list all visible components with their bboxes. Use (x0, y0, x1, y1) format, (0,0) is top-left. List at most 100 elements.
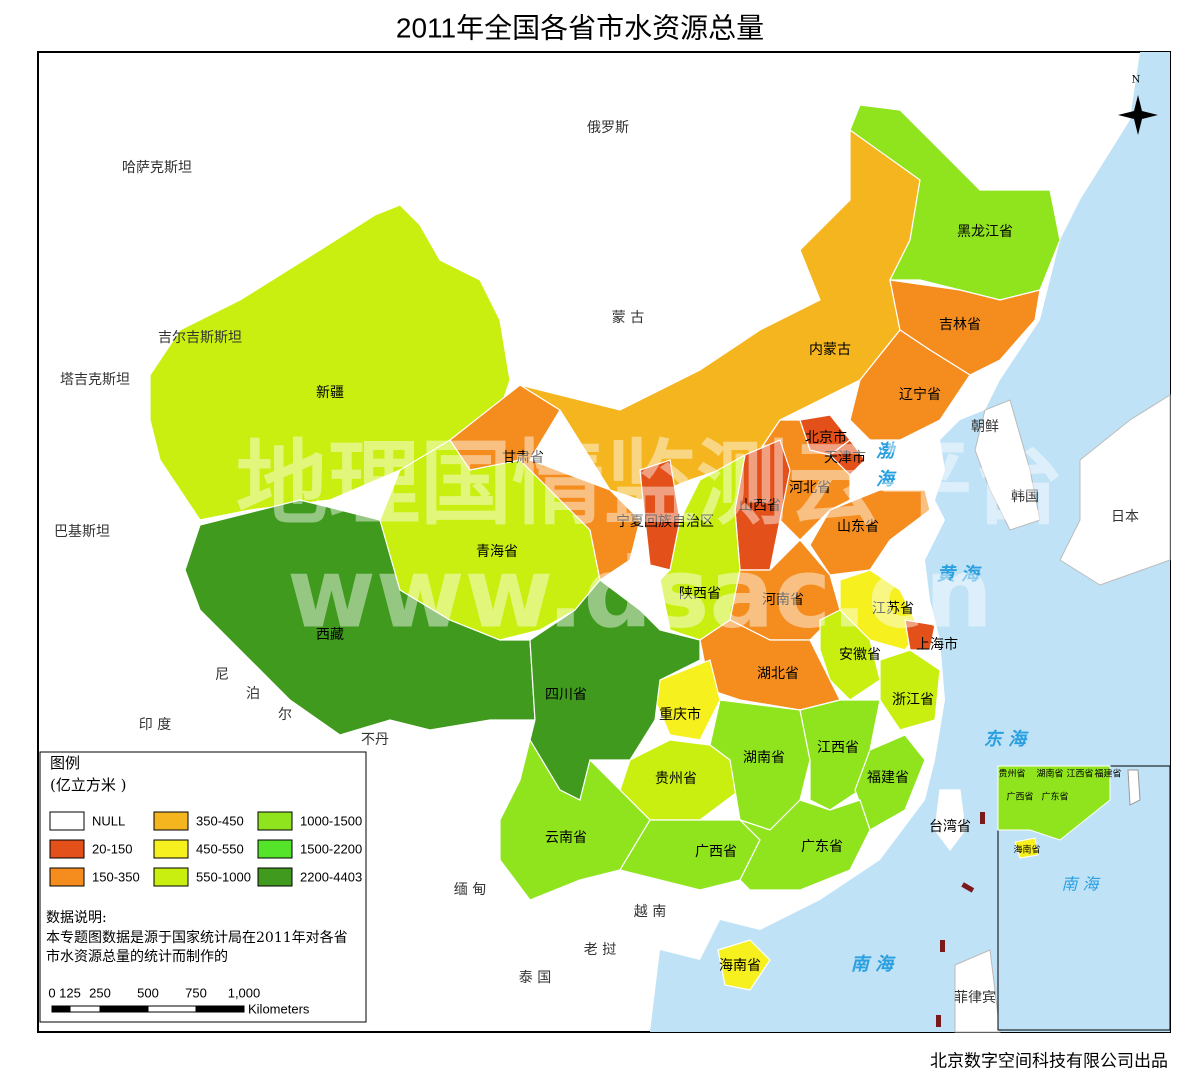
country-label: 尼 (215, 667, 229, 683)
province-label: 吉林省 (939, 317, 981, 333)
province-label: 山西省 (739, 498, 781, 514)
scale-tick-label: 125 (59, 985, 81, 1000)
province (639, 459, 681, 571)
province-label: 辽宁省 (899, 386, 941, 403)
province (904, 619, 936, 651)
watermark: 地理国情监测云平台 www.dsac.cn (236, 430, 1064, 649)
inset-hainan (1014, 837, 1039, 859)
legend-swatch (153, 867, 189, 887)
country-label: 老 挝 (584, 942, 616, 958)
country-label: 巴基斯坦 (54, 523, 110, 540)
province-label: 陕西省 (679, 586, 721, 602)
province-label: 天津市 (824, 449, 866, 466)
province-label: 山东省 (837, 519, 879, 535)
province-label: 海南省 (719, 958, 761, 974)
inset-label: 广东省 (1041, 791, 1068, 803)
note-title: 数据说明: (46, 910, 107, 926)
legend-box (39, 751, 367, 1023)
legend-unit: (亿立方米 ) (50, 776, 126, 794)
province-label: 重庆市 (659, 706, 701, 723)
province-label: 贵州省 (655, 771, 697, 787)
watermark-url: www.dsac.cn (287, 537, 993, 649)
compass (1118, 95, 1158, 135)
province (854, 734, 926, 831)
country-label: 朝鲜 (971, 419, 999, 435)
legend-label: 20-150 (92, 841, 132, 856)
note-line: 市水资源总量的统计而制作的 (46, 948, 228, 965)
country-label: 蒙 古 (612, 310, 644, 326)
scale-tick-label: 250 (89, 985, 111, 1000)
country-label: 越 南 (634, 904, 666, 920)
country-label: 哈萨克斯坦 (122, 160, 192, 176)
country-label: 日本 (1111, 509, 1139, 525)
province-label: 浙江省 (892, 692, 934, 708)
province (739, 799, 871, 891)
province-label: 河北省 (789, 480, 831, 496)
country-label: 韩国 (1011, 489, 1039, 505)
country-label: 不丹 (361, 732, 389, 748)
province (699, 619, 841, 711)
inset-taiwan (1127, 769, 1141, 806)
province (717, 939, 771, 991)
legend-swatch (153, 839, 189, 859)
scale-segment (69, 1005, 101, 1013)
sea-label: 黄 海 (937, 564, 982, 585)
scale-tick-label: 750 (185, 985, 207, 1000)
province-label: 广西省 (695, 844, 737, 860)
legend-label: 1500-2200 (300, 841, 362, 856)
korea-land (974, 399, 1041, 531)
provinces (149, 104, 1061, 991)
province (849, 329, 971, 441)
province-label: 内蒙古 (809, 342, 851, 358)
province-label: 甘肃省 (502, 450, 544, 466)
legend-label: 350-450 (196, 813, 244, 828)
inset-label: 贵州省 (998, 768, 1025, 780)
province-label: 湖南省 (743, 750, 785, 766)
province-label: 黑龙江省 (957, 224, 1013, 240)
country-label: 泰 国 (519, 970, 551, 986)
sea-label: 东 海 (984, 729, 1029, 750)
scale-tick-label: 500 (137, 985, 159, 1000)
inset-label: 江西省 (1066, 768, 1093, 780)
sea-label: 渤 (876, 441, 897, 462)
inset-label: 广西省 (1006, 791, 1033, 803)
scale-segment (99, 1005, 149, 1013)
scale-tick-label: 1,000 (228, 985, 261, 1000)
scale-segment (147, 1005, 197, 1013)
country-label: 缅 甸 (454, 882, 486, 898)
province-label: 江西省 (817, 740, 859, 756)
province-label: 安徽省 (839, 647, 881, 663)
province-label: 西藏 (316, 627, 344, 643)
province-label: 江苏省 (872, 601, 914, 617)
watermark-text: 地理国情监测云平台 (236, 430, 1064, 537)
inset-label: 南 海 (1061, 875, 1100, 894)
country-label: 俄罗斯 (587, 120, 629, 136)
province (819, 609, 881, 701)
legend-label: NULL (92, 813, 125, 828)
inset-label: 海南省 (1013, 844, 1040, 856)
legend-label: 1000-1500 (300, 813, 362, 828)
province-label: 福建省 (867, 770, 909, 786)
country-label: 塔吉克斯坦 (60, 372, 130, 388)
province (829, 439, 866, 476)
legend: 图例 (亿立方米 ) NULL 20-150 150-350 350-450 450-550… (46, 754, 362, 965)
province-label: 宁夏回族自治区 (616, 513, 714, 530)
title: 2011年全国各省市水资源总量 (396, 12, 764, 43)
sea-label: 南 海 (851, 954, 896, 975)
legend-label: 450-550 (196, 841, 244, 856)
province-label: 台湾省 (929, 818, 971, 835)
scale-segment (195, 1005, 245, 1013)
province-label: 河南省 (762, 592, 804, 608)
province-label: 云南省 (545, 830, 587, 846)
province (934, 789, 966, 851)
note-line: 本专题图数据是源于国家统计局在2011年对各省 (46, 929, 348, 946)
credit: 北京数字空间科技有限公司出品 (930, 1052, 1168, 1072)
province (149, 204, 511, 521)
province-label: 广东省 (801, 839, 843, 855)
legend-label: 150-350 (92, 869, 140, 884)
legend-swatch (49, 839, 85, 859)
